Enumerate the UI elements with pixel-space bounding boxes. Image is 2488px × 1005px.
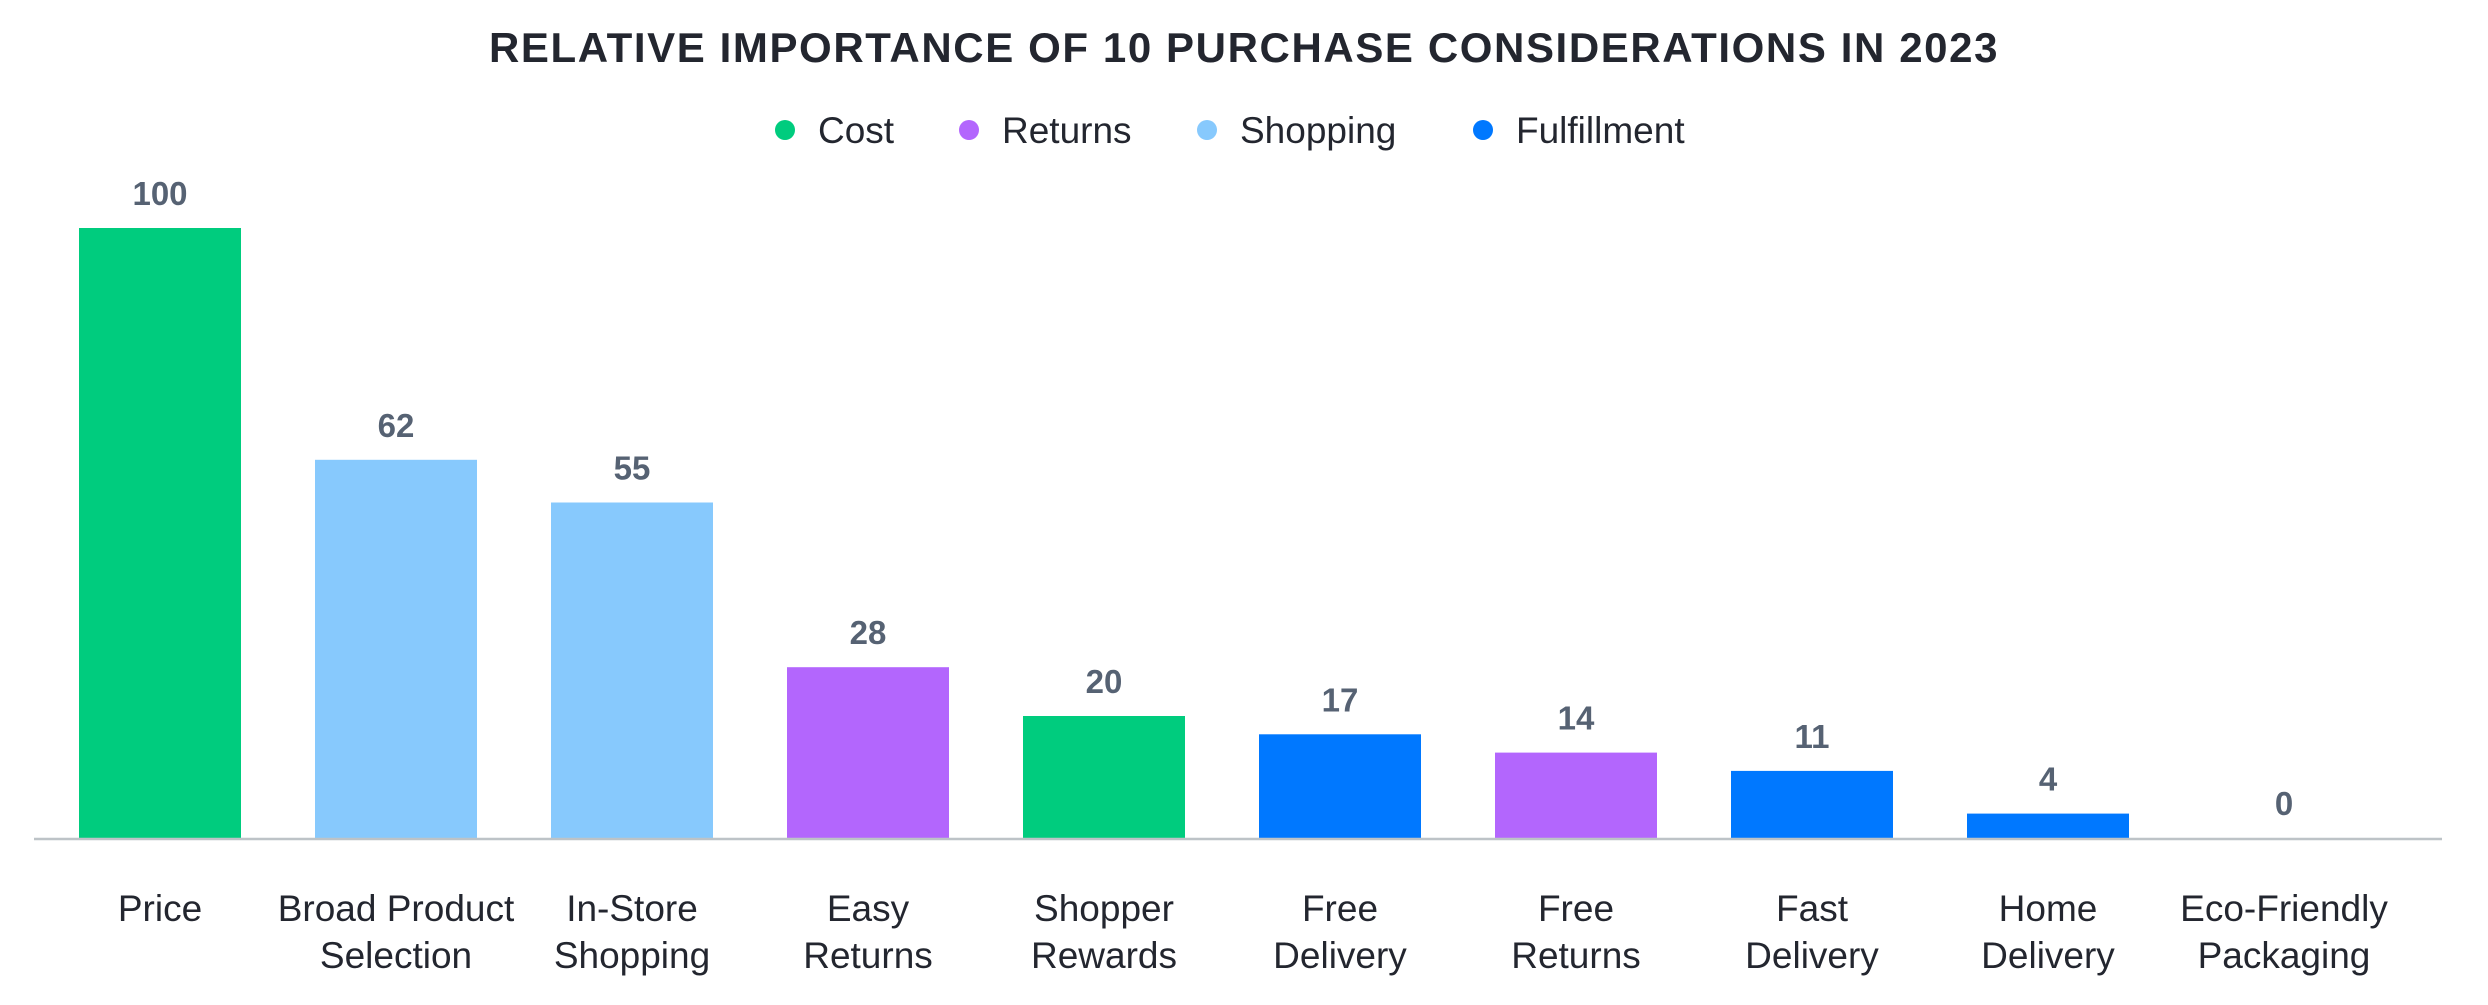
bar	[1259, 734, 1421, 838]
value-label: 62	[378, 407, 415, 444]
value-label: 4	[2039, 761, 2058, 798]
value-label: 20	[1086, 663, 1123, 700]
x-tick-label: Free Returns	[1511, 888, 1641, 976]
x-tick-label-line: Delivery	[1273, 935, 1407, 976]
legend-swatch-icon	[1473, 120, 1493, 140]
x-tick-label-line: In-Store	[566, 888, 698, 929]
x-tick-label-line: Eco-Friendly	[2180, 888, 2388, 929]
legend-label: Shopping	[1240, 110, 1396, 151]
value-labels: 100 62 55 28 20 17 14 11 4 0	[132, 175, 2293, 822]
x-tick-label-line: Free	[1538, 888, 1614, 929]
value-label: 28	[850, 614, 887, 651]
x-tick-label-line: Shopper	[1034, 888, 1174, 929]
x-tick-label: Eco-Friendly Packaging	[2180, 888, 2388, 976]
bar	[1731, 770, 1893, 838]
x-tick-label-line: Easy	[827, 888, 910, 929]
value-label: 55	[614, 450, 651, 487]
x-tick-label: Price	[118, 888, 202, 929]
value-label: 14	[1558, 700, 1595, 737]
x-tick-label-line: Returns	[1511, 935, 1641, 976]
value-label: 100	[132, 175, 187, 212]
x-tick-label-line: Delivery	[1981, 935, 2115, 976]
chart-title: RELATIVE IMPORTANCE OF 10 PURCHASE CONSI…	[489, 24, 1999, 71]
x-tick-label-line: Home	[1999, 888, 2098, 929]
bar	[551, 502, 713, 838]
x-tick-label-line: Price	[118, 888, 202, 929]
x-tick-label: Fast Delivery	[1745, 888, 1879, 976]
legend-item-returns: Returns	[959, 110, 1132, 151]
value-label: 11	[1795, 718, 1830, 755]
x-tick-label: Home Delivery	[1981, 888, 2115, 976]
legend-swatch-icon	[959, 120, 979, 140]
legend-label: Fulfillment	[1516, 110, 1685, 151]
value-label: 17	[1322, 681, 1359, 718]
bar	[1495, 752, 1657, 838]
x-tick-label-line: Delivery	[1745, 935, 1879, 976]
x-tick-label-line: Broad Product	[278, 888, 515, 929]
bar	[1023, 716, 1185, 838]
x-tick-label: Broad Product Selection	[278, 888, 515, 976]
x-tick-label-line: Selection	[320, 935, 472, 976]
x-tick-labels: Price Broad Product Selection In-Store Shopp…	[118, 888, 2388, 976]
bars	[79, 228, 2129, 838]
x-tick-label-line: Rewards	[1031, 935, 1177, 976]
x-tick-label-line: Shopping	[554, 935, 710, 976]
legend-item-cost: Cost	[775, 110, 895, 151]
x-tick-label-line: Free	[1302, 888, 1378, 929]
bar	[315, 459, 477, 838]
bar	[79, 228, 241, 838]
value-label: 0	[2275, 785, 2293, 822]
legend-item-fulfillment: Fulfillment	[1473, 110, 1685, 151]
bar	[1967, 813, 2129, 838]
x-tick-label-line: Fast	[1776, 888, 1849, 929]
legend-swatch-icon	[1197, 120, 1217, 140]
x-tick-label: Easy Returns	[803, 888, 933, 976]
legend-label: Returns	[1002, 110, 1132, 151]
x-tick-label-line: Returns	[803, 935, 933, 976]
legend-label: Cost	[818, 110, 895, 151]
x-tick-label: Free Delivery	[1273, 888, 1407, 976]
x-tick-label: In-Store Shopping	[554, 888, 710, 976]
legend-item-shopping: Shopping	[1197, 110, 1396, 151]
x-tick-label: Shopper Rewards	[1031, 888, 1177, 976]
x-tick-label-line: Packaging	[2198, 935, 2371, 976]
legend: Cost Returns Shopping Fulfillment	[775, 110, 1685, 151]
bar	[787, 667, 949, 838]
legend-swatch-icon	[775, 120, 795, 140]
